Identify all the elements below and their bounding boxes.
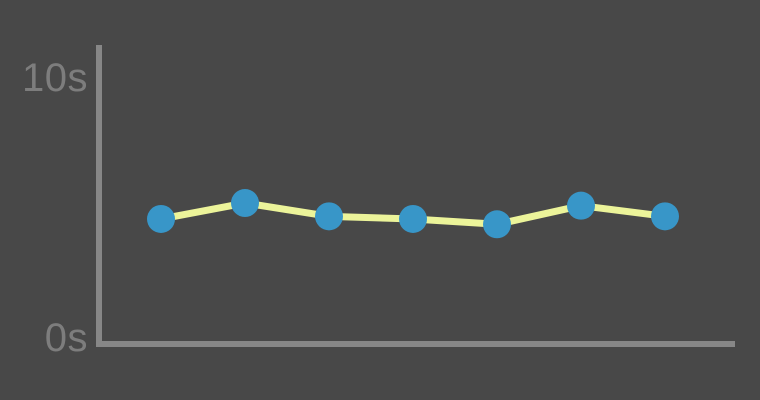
x-axis-line <box>96 341 735 347</box>
y-axis-tick-label-bottom: 0s <box>44 316 88 360</box>
y-axis-line <box>96 45 102 347</box>
data-point-marker-1 <box>147 204 175 233</box>
data-point-marker-5 <box>483 210 511 239</box>
data-point-marker-4 <box>399 204 427 233</box>
data-point-marker-3 <box>315 202 343 231</box>
data-point-marker-2 <box>231 189 259 218</box>
data-point-marker-7 <box>651 202 679 231</box>
y-axis-tick-label-top: 10s <box>22 56 88 100</box>
data-point-marker-6 <box>567 191 595 220</box>
